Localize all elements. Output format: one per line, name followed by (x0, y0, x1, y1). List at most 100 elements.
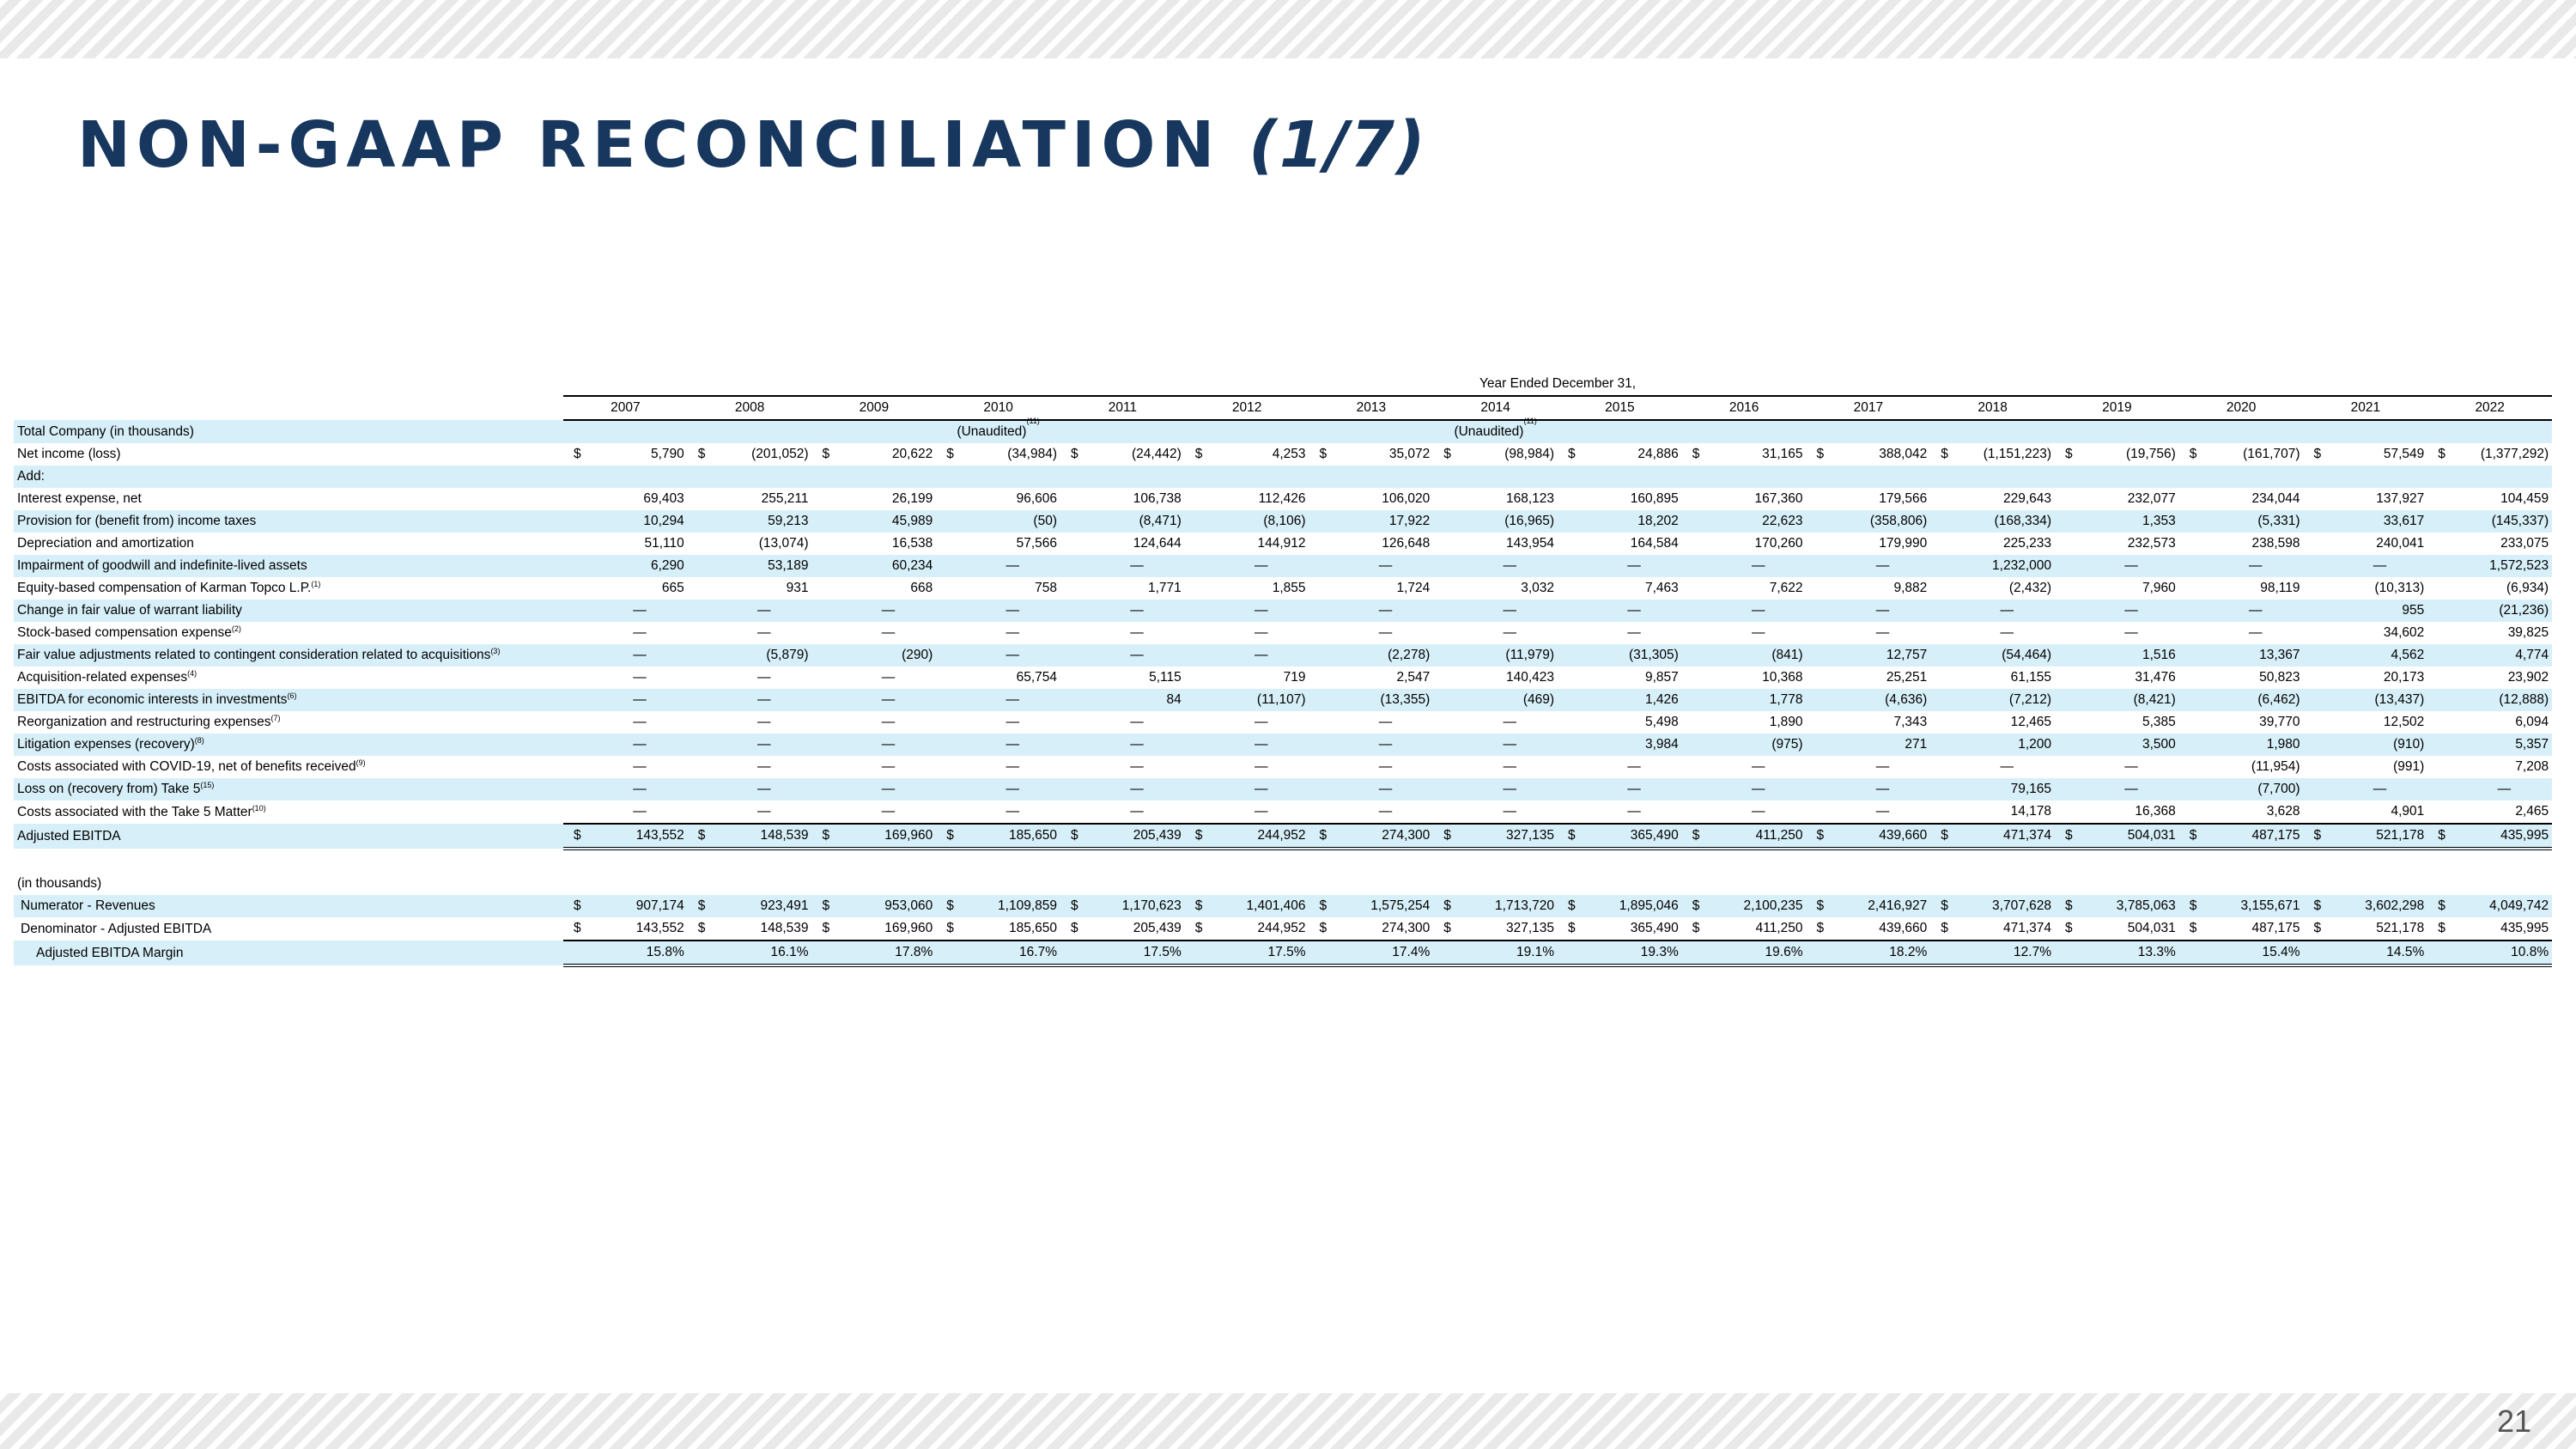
value-cell: — (1807, 801, 1931, 824)
value-text: — (1255, 759, 1268, 774)
value-text: 14,178 (2010, 804, 2051, 819)
value-cell: 3,500 (2055, 734, 2179, 756)
title-part: (1/7) (1249, 108, 1427, 182)
value-text: 240,041 (2376, 536, 2425, 551)
value-cell: — (1309, 600, 1434, 622)
value-text: 25,251 (1886, 670, 1928, 685)
value-text: (469) (1522, 692, 1554, 707)
dollar-sign: $ (1071, 447, 1078, 461)
value-text: 69,403 (643, 491, 684, 506)
dollar-sign: $ (946, 447, 954, 461)
section-header-cell (2303, 420, 2428, 443)
value-cell: 10,368 (1682, 667, 1807, 689)
value-text: 31,476 (2135, 670, 2176, 685)
value-text: — (881, 670, 896, 685)
value-text: — (881, 804, 896, 819)
value-cell: — (2178, 555, 2304, 577)
value-text: (2,432) (2008, 581, 2051, 595)
dollar-sign: $ (697, 828, 706, 843)
value-cell: 18,202 (1558, 510, 1682, 533)
value-text: 233,075 (2500, 536, 2549, 551)
value-cell: — (1433, 801, 1558, 824)
row-label-text: Add: (17, 469, 45, 484)
dollar-sign: $ (822, 921, 830, 935)
row-label-text: Adjusted EBITDA Margin (36, 945, 184, 960)
table-row: Reorganization and restructuring expense… (14, 711, 2552, 734)
table-row: Adjusted EBITDA $143,552 $148,539 $169,960 $… (14, 823, 2553, 850)
value-text: 435,995 (2500, 828, 2549, 843)
value-cell: (6,462) (2178, 689, 2304, 711)
dollar-sign: $ (1568, 828, 1576, 843)
value-text: 179,990 (1879, 536, 1928, 551)
value-text: 33,617 (2383, 514, 2425, 528)
value-text: — (2497, 782, 2512, 796)
value-cell: 17.5% (1060, 940, 1185, 967)
value-cell: 668 (812, 577, 937, 600)
footnote-ref: (15) (200, 780, 215, 789)
value-text: 35,072 (1388, 447, 1431, 461)
dollar-sign: $ (2313, 828, 2322, 843)
value-cell: $ (1,377,292) (2427, 443, 2552, 466)
value-text: — (1255, 737, 1268, 752)
section-header-cell (811, 420, 937, 443)
value-text: — (2249, 603, 2263, 618)
value-cell: 17.5% (1184, 940, 1309, 967)
value-cell: 60,234 (811, 555, 937, 577)
value-text: 232,573 (2127, 536, 2176, 551)
value-text: (21,236) (2499, 603, 2549, 618)
value-cell: — (1930, 600, 2055, 622)
value-cell: — (688, 801, 812, 824)
value-text: 143,954 (1505, 536, 1554, 551)
dollar-sign: $ (2189, 828, 2197, 843)
value-text: — (881, 715, 896, 729)
value-cell: 51,110 (563, 533, 688, 555)
value-cell: — (812, 801, 937, 824)
value-text: — (1005, 804, 1020, 819)
section-header-cell (1681, 420, 1807, 443)
row-label-text: Reorganization and restructuring expense… (17, 715, 271, 729)
value-cell: $ (201,052) (688, 443, 812, 466)
row-label: Provision for (benefit from) income taxe… (14, 510, 563, 533)
value-text: — (2372, 782, 2387, 796)
value-text: (10,313) (2374, 581, 2425, 595)
row-label-text: Net income (loss) (17, 447, 121, 461)
value-cell: 1,572,523 (2427, 555, 2553, 577)
value-text: 3,032 (1521, 581, 1554, 595)
value-text: — (1005, 558, 1020, 573)
dollar-sign: $ (1692, 828, 1700, 843)
value-cell: $20,622 (812, 443, 937, 466)
value-cell: $953,060 (811, 895, 937, 917)
value-cell: $205,439 (1060, 823, 1185, 850)
value-text: 167,360 (1754, 491, 1803, 506)
value-text: 12,757 (1886, 648, 1928, 662)
value-cell: 3,984 (1558, 734, 1682, 756)
value-text: 1,426 (1644, 692, 1679, 707)
value-text: (6,462) (2257, 692, 2300, 707)
value-text: 931 (786, 581, 809, 595)
section-header-cell (2427, 420, 2553, 443)
row-label-text: Numerator - Revenues (21, 898, 155, 913)
value-cell: — (687, 600, 812, 622)
margin-row: Denominator - Adjusted EBITDA $143,552 $14… (14, 917, 2552, 941)
value-cell: 15.8% (563, 940, 688, 967)
value-cell: 232,077 (2055, 488, 2179, 510)
value-text: — (1503, 782, 1517, 796)
value-cell: — (1309, 555, 1434, 577)
value-text: 907,174 (635, 898, 684, 913)
dollar-sign: $ (1319, 447, 1327, 461)
value-cell: 233,075 (2427, 533, 2552, 555)
row-label: Impairment of goodwill and indefinite-li… (14, 555, 563, 577)
table-row: Impairment of goodwill and indefinite-li… (14, 555, 2553, 577)
value-text: 7,622 (1769, 581, 1803, 595)
value-cell: — (1558, 778, 1682, 801)
value-text: — (1503, 558, 1517, 573)
value-text: 271 (1905, 737, 1928, 752)
value-cell: — (1060, 756, 1185, 778)
row-label: Denominator - Adjusted EBITDA (14, 917, 563, 941)
value-text: — (2124, 782, 2138, 796)
value-text: 3,500 (2142, 737, 2176, 752)
dollar-sign: $ (822, 898, 830, 913)
value-cell: 160,895 (1558, 488, 1682, 510)
value-text: — (1875, 603, 1890, 618)
value-text: — (1875, 759, 1890, 774)
